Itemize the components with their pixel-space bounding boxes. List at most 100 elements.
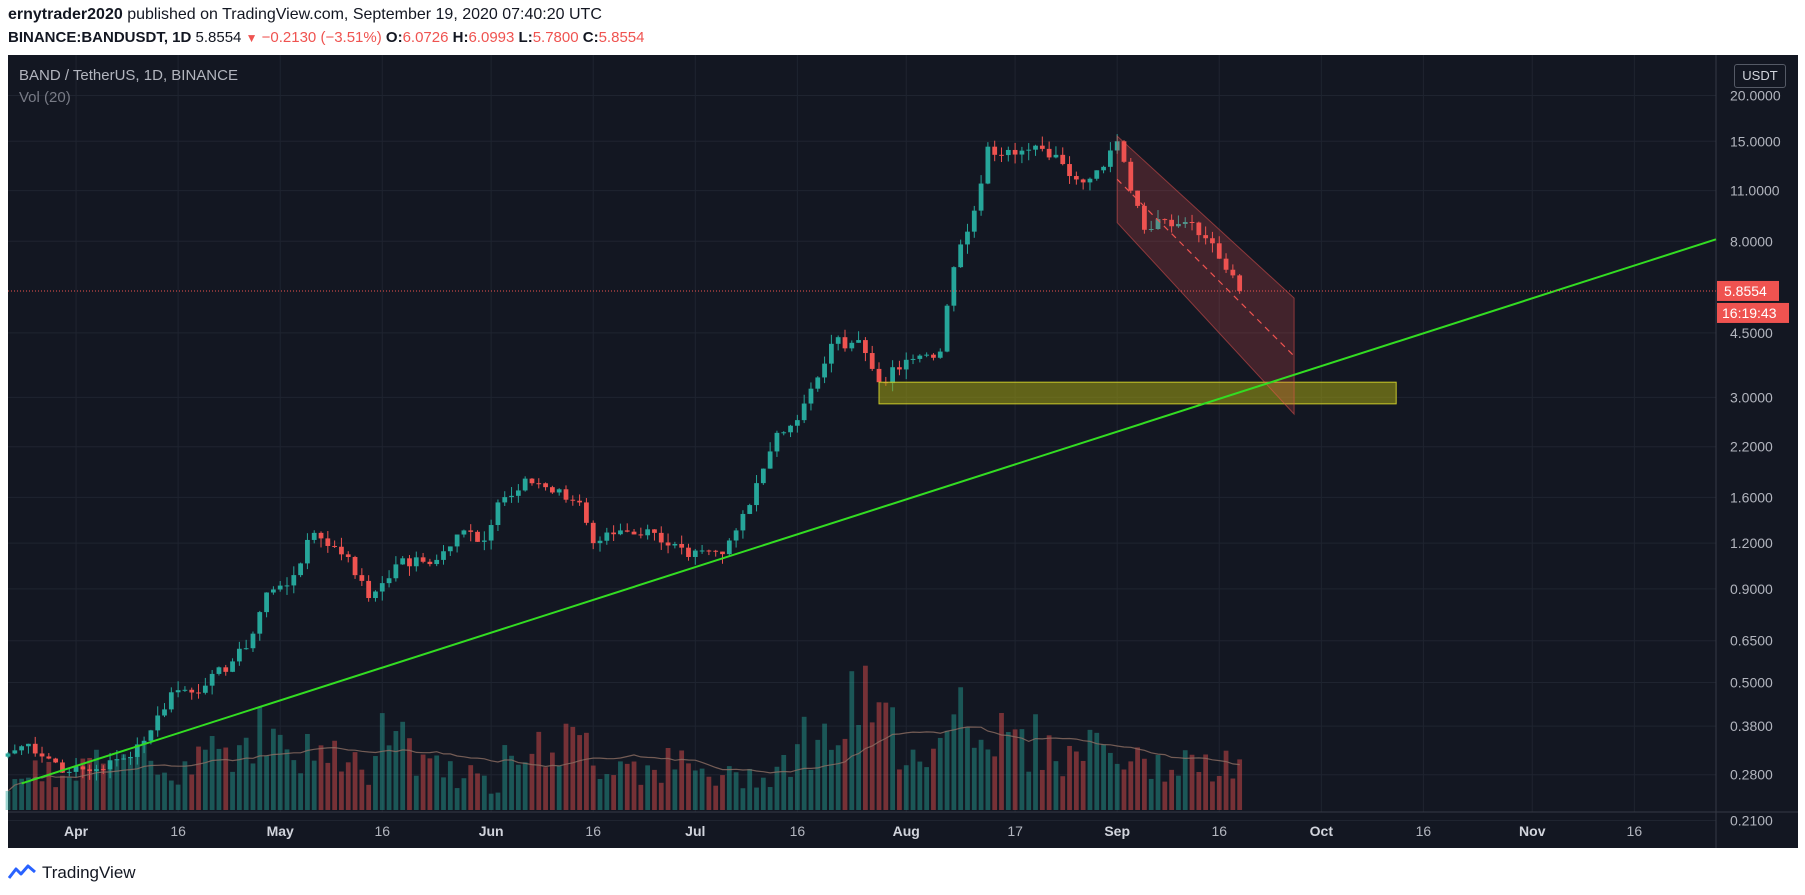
volume-bar[interactable] <box>556 765 562 810</box>
volume-bar[interactable] <box>1230 778 1236 810</box>
author-name[interactable]: ernytrader2020 <box>8 6 123 23</box>
candle-body[interactable] <box>522 478 528 491</box>
volume-bar[interactable] <box>393 731 399 810</box>
volume-bar[interactable] <box>1237 759 1243 810</box>
volume-legend[interactable]: Vol (20) <box>19 89 71 106</box>
candle-body[interactable] <box>788 425 793 433</box>
candle-body[interactable] <box>992 146 998 155</box>
candle-body[interactable] <box>1039 145 1045 149</box>
volume-bar[interactable] <box>965 727 970 810</box>
candle-body[interactable] <box>379 583 385 592</box>
candle-body[interactable] <box>420 557 426 562</box>
candle-body[interactable] <box>168 692 174 710</box>
candle-body[interactable] <box>128 756 133 759</box>
candle-body[interactable] <box>26 743 31 747</box>
candle-body[interactable] <box>407 558 412 567</box>
candle-body[interactable] <box>618 530 623 535</box>
candle-body[interactable] <box>332 545 338 547</box>
volume-bar[interactable] <box>202 749 208 810</box>
volume-bar[interactable] <box>284 749 290 810</box>
volume-bar[interactable] <box>94 749 99 810</box>
candle-body[interactable] <box>447 546 453 552</box>
volume-bar[interactable] <box>631 761 637 810</box>
candle-body[interactable] <box>1026 149 1032 151</box>
volume-bar[interactable] <box>87 757 93 810</box>
volume-bar[interactable] <box>332 740 338 810</box>
volume-bar[interactable] <box>944 730 950 810</box>
candle-body[interactable] <box>706 550 712 552</box>
candle-body[interactable] <box>277 585 283 590</box>
candle-body[interactable] <box>46 756 52 759</box>
volume-bar[interactable] <box>277 734 283 810</box>
volume-bar[interactable] <box>584 732 589 810</box>
volume-bar[interactable] <box>155 774 161 810</box>
volume-bar[interactable] <box>1216 775 1222 810</box>
candle-body[interactable] <box>434 559 440 565</box>
candle-body[interactable] <box>1067 164 1072 177</box>
volume-bar[interactable] <box>1121 769 1127 810</box>
volume-bar[interactable] <box>1155 755 1161 810</box>
volume-bar[interactable] <box>1162 781 1168 810</box>
candle-body[interactable] <box>890 367 896 384</box>
volume-bar[interactable] <box>897 769 902 810</box>
candle-body[interactable] <box>856 340 861 343</box>
candle-body[interactable] <box>1060 154 1066 165</box>
candle-body[interactable] <box>311 532 317 540</box>
candle-body[interactable] <box>60 762 65 773</box>
candle-body[interactable] <box>570 499 576 501</box>
candle-body[interactable] <box>236 648 242 662</box>
candle-body[interactable] <box>39 753 45 757</box>
candle-body[interactable] <box>1196 222 1202 236</box>
volume-bar[interactable] <box>291 760 297 810</box>
volume-bar[interactable] <box>883 702 889 810</box>
volume-bar[interactable] <box>1107 752 1113 810</box>
volume-bar[interactable] <box>1053 761 1059 810</box>
candle-body[interactable] <box>754 483 759 506</box>
volume-bar[interactable] <box>652 769 657 810</box>
volume-bar[interactable] <box>60 775 65 810</box>
volume-bar[interactable] <box>876 702 882 810</box>
volume-bar[interactable] <box>937 737 943 810</box>
volume-bar[interactable] <box>420 754 426 810</box>
volume-bar[interactable] <box>305 733 310 810</box>
volume-bar[interactable] <box>890 707 896 810</box>
volume-bar[interactable] <box>903 765 909 810</box>
candle-body[interactable] <box>1142 205 1147 230</box>
volume-bar[interactable] <box>373 756 378 810</box>
candle-body[interactable] <box>1203 235 1209 239</box>
candle-body[interactable] <box>720 551 725 555</box>
volume-bar[interactable] <box>992 756 998 810</box>
volume-bar[interactable] <box>454 788 460 810</box>
candle-body[interactable] <box>944 305 950 352</box>
volume-bar[interactable] <box>971 747 977 810</box>
volume-bar[interactable] <box>570 726 576 810</box>
candle-body[interactable] <box>672 543 678 546</box>
volume-bar[interactable] <box>162 772 167 810</box>
candle-body[interactable] <box>958 244 964 268</box>
volume-bar[interactable] <box>1033 714 1038 810</box>
candle-body[interactable] <box>291 575 297 586</box>
candle-body[interactable] <box>808 388 814 404</box>
candle-body[interactable] <box>686 547 691 557</box>
candle-body[interactable] <box>19 746 24 751</box>
volume-bar[interactable] <box>19 778 24 810</box>
volume-bar[interactable] <box>985 749 991 810</box>
candle-body[interactable] <box>1216 243 1222 259</box>
volume-bar[interactable] <box>645 765 651 810</box>
volume-bar[interactable] <box>720 775 725 810</box>
volume-bar[interactable] <box>257 706 263 810</box>
volume-bar[interactable] <box>1073 751 1079 810</box>
candle-body[interactable] <box>1046 148 1052 158</box>
volume-bar[interactable] <box>1060 776 1066 810</box>
candle-body[interactable] <box>1121 141 1127 162</box>
candle-body[interactable] <box>107 760 113 770</box>
volume-bar[interactable] <box>931 748 936 810</box>
volume-bar[interactable] <box>488 793 494 810</box>
candle-body[interactable] <box>536 483 542 485</box>
candle-body[interactable] <box>12 750 18 754</box>
volume-bar[interactable] <box>80 758 86 810</box>
volume-bar[interactable] <box>863 665 868 810</box>
candle-body[interactable] <box>400 558 406 565</box>
candle-body[interactable] <box>910 358 916 360</box>
volume-bar[interactable] <box>121 754 127 810</box>
